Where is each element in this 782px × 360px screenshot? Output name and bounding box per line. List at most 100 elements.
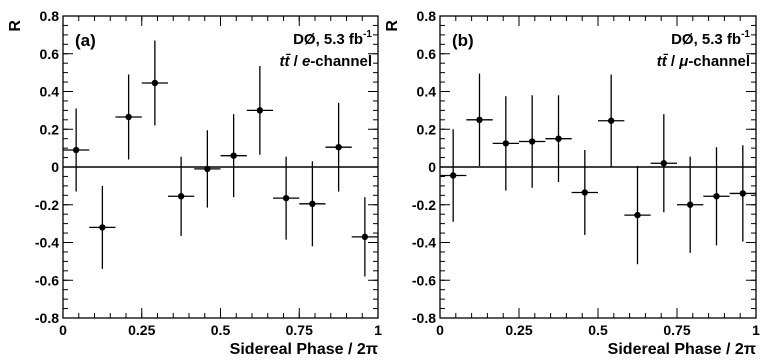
data-marker xyxy=(151,79,159,87)
y-tick-label: 0.2 xyxy=(40,121,60,137)
y-tick-label: 0.6 xyxy=(417,46,437,62)
y-tick-label: 0.4 xyxy=(40,84,60,100)
data-marker xyxy=(204,165,211,173)
data-point xyxy=(545,95,572,183)
x-tick-label: 0.75 xyxy=(663,322,690,338)
data-point xyxy=(351,197,378,277)
data-marker xyxy=(361,233,369,241)
annotation-luminosity-exponent: -1 xyxy=(741,29,750,40)
data-marker xyxy=(256,107,264,114)
panel-label: (a) xyxy=(75,31,96,50)
y-tick-label: 0.8 xyxy=(417,8,437,24)
data-marker xyxy=(739,190,747,197)
channel-annotation: tt̄ / e-channel xyxy=(279,53,372,70)
annotation-separator: / xyxy=(667,53,680,70)
annotation-separator: / xyxy=(289,53,302,70)
x-axis-title: Sidereal Phase / 2π xyxy=(230,341,378,358)
data-point xyxy=(167,156,195,236)
y-tick-label: 0.2 xyxy=(417,121,437,137)
y-tick-label: -0.2 xyxy=(35,197,59,213)
annotation-process: tt̄ xyxy=(279,53,291,70)
data-marker xyxy=(177,193,185,200)
data-marker xyxy=(449,172,457,179)
experiment-annotation: DØ, 5.3 fb-1 xyxy=(671,29,750,48)
y-tick-label: -0.6 xyxy=(35,272,59,288)
data-marker xyxy=(282,194,290,202)
data-marker xyxy=(581,189,589,196)
data-point xyxy=(194,130,221,208)
y-tick-label: 0.8 xyxy=(40,8,60,24)
data-marker xyxy=(125,113,132,121)
panel-label: (b) xyxy=(452,31,474,50)
data-point xyxy=(519,95,546,188)
data-point xyxy=(729,145,756,242)
y-axis-title: R xyxy=(384,20,401,32)
x-tick-label: 0.25 xyxy=(128,322,155,338)
x-tick-label: 1 xyxy=(752,322,760,338)
y-tick-label: -0.8 xyxy=(412,310,436,326)
data-point xyxy=(115,74,142,160)
y-tick-label: 0.6 xyxy=(40,46,60,62)
x-tick-label: 0 xyxy=(436,322,444,338)
data-point xyxy=(220,114,247,198)
data-marker xyxy=(335,143,342,151)
y-tick-label: 0 xyxy=(428,159,436,175)
annotation-process: tt̄ xyxy=(657,53,669,70)
data-point xyxy=(299,161,326,247)
x-tick-label: 0.25 xyxy=(505,322,532,338)
data-marker xyxy=(476,116,483,124)
x-tick-label: 0.5 xyxy=(211,322,231,338)
data-marker xyxy=(72,146,80,154)
data-point xyxy=(89,185,116,269)
y-tick-label: -0.4 xyxy=(35,235,59,251)
data-marker xyxy=(686,201,694,208)
annotation-channel-suffix: -channel xyxy=(310,53,372,70)
y-tick-label: 0 xyxy=(51,159,59,175)
data-marker xyxy=(660,160,668,167)
annotation-channel: μ xyxy=(678,53,688,70)
annotation-luminosity: DØ, 5.3 fb xyxy=(671,31,741,48)
data-marker xyxy=(309,200,316,208)
data-point xyxy=(440,129,467,222)
data-point xyxy=(677,156,704,253)
data-point xyxy=(63,108,90,192)
data-point xyxy=(492,96,519,191)
data-point xyxy=(246,66,274,155)
x-tick-label: 1 xyxy=(374,322,382,338)
x-tick-label: 0.75 xyxy=(286,322,313,338)
annotation-channel: e xyxy=(302,53,310,70)
data-point xyxy=(650,114,677,213)
data-marker xyxy=(99,224,106,231)
data-marker xyxy=(713,193,720,200)
data-point xyxy=(624,166,651,265)
data-point xyxy=(272,156,300,240)
annotation-luminosity-exponent: -1 xyxy=(363,29,372,40)
data-point xyxy=(141,40,169,126)
channel-annotation: tt̄ / μ-channel xyxy=(657,53,750,70)
experiment-annotation: DØ, 5.3 fb-1 xyxy=(293,29,372,48)
data-marker xyxy=(555,135,562,142)
data-marker xyxy=(502,140,510,147)
y-tick-label: -0.2 xyxy=(412,197,436,213)
data-point xyxy=(571,150,598,235)
y-tick-label: 0.4 xyxy=(417,84,437,100)
data-point xyxy=(598,74,625,167)
y-tick-label: -0.8 xyxy=(35,310,59,326)
y-axis-title: R xyxy=(7,20,24,32)
data-marker xyxy=(528,138,536,145)
y-tick-label: -0.6 xyxy=(412,272,436,288)
panel-b: -0.8 -0.6 -0.4 -0.2 0 0.2 0.4 0.6 0.8 0 0.25 0.5 0.7… xyxy=(384,8,760,358)
data-marker xyxy=(607,117,615,124)
annotation-luminosity: DØ, 5.3 fb xyxy=(293,31,363,48)
data-marker xyxy=(230,152,237,159)
data-point xyxy=(703,147,730,246)
annotation-channel-suffix: -channel xyxy=(688,53,750,70)
panel-a: -0.8 -0.6 -0.4 -0.2 0 0.2 0.4 0.6 0.8 0 0.25 0.5 0.7… xyxy=(7,8,382,358)
x-axis-title: Sidereal Phase / 2π xyxy=(608,341,756,358)
x-tick-label: 0 xyxy=(59,322,67,338)
data-point xyxy=(466,73,493,167)
data-marker xyxy=(634,211,641,219)
data-point xyxy=(325,102,352,192)
x-tick-label: 0.5 xyxy=(588,322,608,338)
